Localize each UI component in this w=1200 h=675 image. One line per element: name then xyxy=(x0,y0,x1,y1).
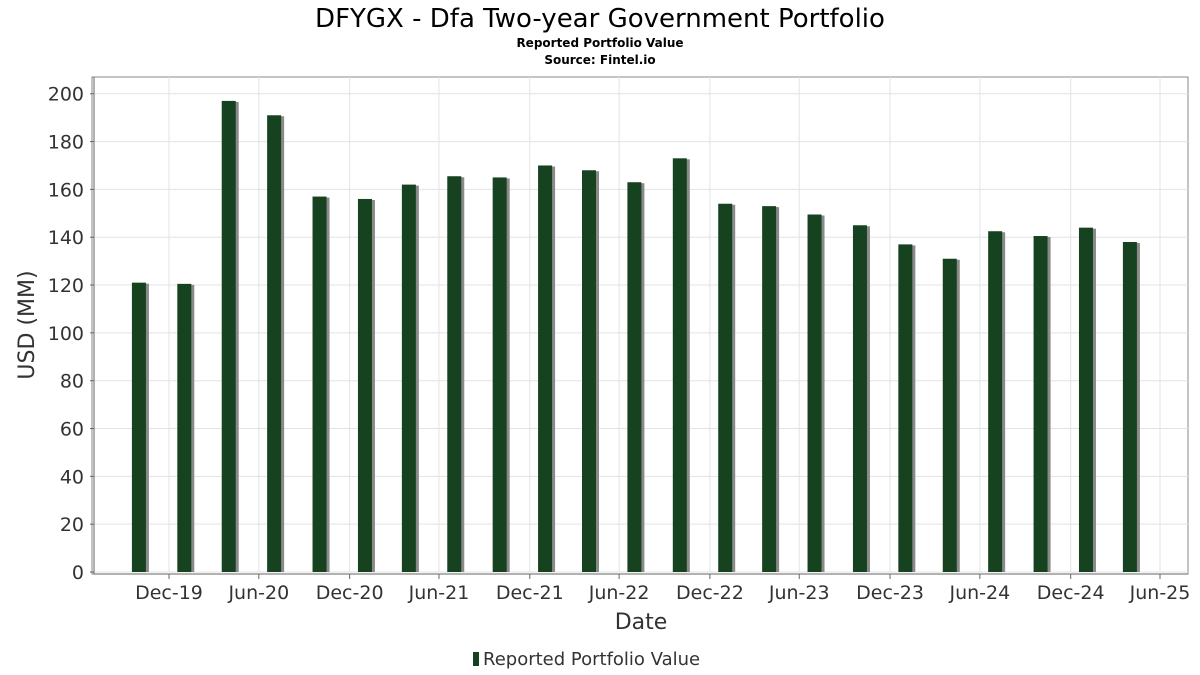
bar xyxy=(627,182,642,572)
bar xyxy=(131,282,146,572)
y-tick-label: 180 xyxy=(48,132,84,154)
x-tick-label: Dec-19 xyxy=(135,582,203,604)
y-tick-label: 100 xyxy=(48,323,84,345)
bar xyxy=(1122,242,1137,572)
chart-title: DFYGX - Dfa Two-year Government Portfoli… xyxy=(315,4,885,34)
bar xyxy=(581,170,596,572)
bar xyxy=(988,231,1003,572)
bar xyxy=(1078,227,1093,573)
bar xyxy=(852,225,867,572)
x-tick-labels: Dec-19 Jun-20 Dec-20 Jun-21 Dec-21 Jun-22 Dec-… xyxy=(135,582,1190,604)
x-tick-label: Dec-20 xyxy=(316,582,384,604)
x-tick-label: Dec-23 xyxy=(856,582,924,604)
y-axis-label: USD (MM) xyxy=(15,270,40,379)
bar xyxy=(447,176,462,572)
chart-subtitle: Reported Portfolio Value xyxy=(516,36,683,50)
bar xyxy=(672,158,687,572)
bar xyxy=(492,177,507,572)
x-tick-label: Jun-20 xyxy=(227,582,289,604)
bar xyxy=(1033,236,1048,573)
y-tick-label: 0 xyxy=(72,562,84,584)
chart-source: Source: Fintel.io xyxy=(544,53,655,67)
bar xyxy=(357,198,372,572)
x-tick-label: Dec-22 xyxy=(676,582,744,604)
bar xyxy=(267,115,282,573)
bar xyxy=(538,165,553,572)
x-tick-label: Jun-21 xyxy=(408,582,470,604)
x-tick-label: Jun-23 xyxy=(768,582,830,604)
y-tick-label: 160 xyxy=(48,179,84,201)
y-tick-label: 200 xyxy=(48,84,84,106)
x-tick-label: Jun-24 xyxy=(948,582,1010,604)
bar xyxy=(312,196,327,572)
x-tick-label: Dec-24 xyxy=(1037,582,1105,604)
y-tick-label: 60 xyxy=(60,419,84,441)
x-tick-label: Jun-25 xyxy=(1129,582,1191,604)
x-tick-label: Dec-21 xyxy=(496,582,564,604)
axes xyxy=(93,77,1188,575)
y-tick-label: 20 xyxy=(60,514,84,536)
bar xyxy=(807,214,822,572)
y-tick-label: 80 xyxy=(60,371,84,393)
legend-swatch xyxy=(473,652,479,666)
x-axis-label: Date xyxy=(615,610,668,635)
legend-label: Reported Portfolio Value xyxy=(483,649,700,670)
bars xyxy=(131,100,1140,573)
bar xyxy=(401,184,416,572)
x-tick-label: Jun-22 xyxy=(588,582,650,604)
y-tick-label: 140 xyxy=(48,227,84,249)
bar xyxy=(762,206,777,572)
y-tick-label: 40 xyxy=(60,466,84,488)
y-tick-labels: 0 20 40 60 80 100 120 140 160 180 200 xyxy=(48,84,84,584)
bar xyxy=(942,258,957,572)
bar xyxy=(221,100,236,573)
bar xyxy=(898,244,913,573)
bar xyxy=(718,203,733,572)
bar xyxy=(177,283,192,572)
y-tick-label: 120 xyxy=(48,275,84,297)
legend: Reported Portfolio Value xyxy=(473,649,700,670)
